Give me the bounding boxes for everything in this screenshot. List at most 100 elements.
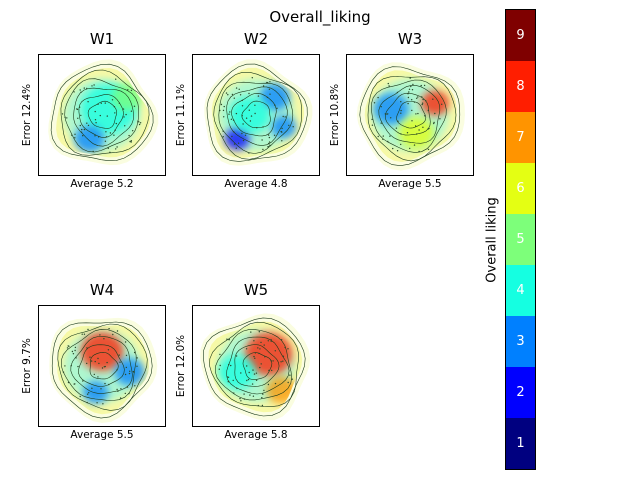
sample-point — [249, 394, 251, 396]
contour-line — [226, 86, 288, 146]
sample-point — [87, 124, 90, 127]
panel-w4: W4 Average 5.5 Error 9.7% — [21, 281, 166, 446]
sample-point — [124, 125, 126, 127]
liking-region — [218, 354, 256, 390]
sample-point — [282, 115, 284, 118]
sample-point — [228, 339, 230, 341]
sample-point — [75, 357, 77, 359]
sample-point — [232, 119, 235, 121]
sample-point — [86, 401, 88, 404]
sample-point — [138, 123, 141, 126]
contour-line — [359, 66, 461, 167]
sample-point — [250, 331, 252, 333]
sample-point — [441, 103, 443, 105]
sample-point — [239, 94, 242, 96]
contour-line — [231, 92, 277, 137]
sample-point — [233, 97, 235, 99]
sample-point — [232, 131, 235, 133]
sample-point — [136, 365, 138, 367]
sample-point — [390, 117, 392, 119]
sample-point — [411, 99, 413, 101]
sample-point — [222, 109, 225, 112]
sample-point — [270, 340, 272, 342]
sample-point — [413, 101, 416, 103]
sample-point — [254, 112, 256, 115]
sample-point — [422, 98, 424, 101]
colorbar-tick-label: 7 — [516, 130, 525, 145]
sample-point — [400, 143, 402, 146]
sample-point — [268, 136, 271, 139]
sample-point — [130, 140, 132, 142]
sample-point — [267, 134, 270, 136]
sample-point — [130, 89, 133, 92]
sample-point — [230, 364, 232, 367]
sample-point — [420, 84, 422, 87]
sample-point — [233, 143, 236, 145]
contour-line — [370, 79, 447, 153]
panel-w1: W1 Average 5.2 Error 12.4% — [21, 30, 166, 195]
sample-point — [102, 403, 104, 405]
sample-point — [129, 370, 131, 372]
sample-point — [415, 113, 417, 115]
sample-point — [273, 134, 276, 136]
sample-point — [258, 331, 260, 333]
sample-point — [439, 118, 441, 120]
sample-point — [119, 397, 122, 399]
sample-point — [95, 122, 97, 124]
sample-point — [74, 346, 77, 349]
sample-point — [406, 132, 409, 134]
sample-point — [407, 93, 409, 95]
sample-point — [108, 383, 110, 386]
sample-point — [132, 370, 135, 373]
sample-point — [250, 115, 253, 117]
sample-point — [432, 98, 434, 100]
colorbar-level-6: 6 — [506, 163, 535, 214]
sample-point — [246, 379, 248, 382]
sample-point — [241, 99, 243, 102]
sample-point — [411, 120, 413, 122]
sample-point — [125, 113, 127, 116]
sample-point — [427, 109, 429, 112]
sample-point — [129, 140, 131, 143]
sample-point — [380, 122, 382, 124]
sample-point — [90, 360, 93, 362]
sample-point — [99, 114, 101, 117]
sample-point — [382, 138, 384, 140]
sample-point — [62, 371, 65, 373]
sample-point — [220, 103, 223, 106]
sample-point — [106, 115, 109, 117]
sample-point — [259, 366, 261, 369]
sample-point — [267, 340, 269, 342]
sample-point — [280, 339, 283, 341]
sample-point — [86, 347, 88, 349]
figure-title: Overall_liking — [269, 8, 371, 26]
sample-point — [126, 386, 129, 388]
sample-point — [261, 397, 263, 399]
sample-point — [240, 372, 242, 374]
contour-line — [378, 85, 441, 144]
sample-point — [274, 104, 276, 106]
sample-point — [80, 114, 82, 117]
sample-point — [241, 132, 243, 135]
sample-point — [77, 365, 79, 368]
contour-line — [78, 344, 125, 387]
sample-point — [380, 106, 382, 108]
panel-plot — [346, 54, 474, 176]
sample-point — [82, 135, 84, 137]
sample-point — [100, 102, 102, 104]
sample-point — [387, 113, 389, 115]
sample-point — [228, 113, 230, 115]
sample-point — [97, 103, 99, 105]
sample-point — [269, 93, 271, 95]
sample-point — [115, 78, 117, 80]
sample-point — [80, 131, 83, 133]
sample-point — [272, 360, 274, 362]
sample-point — [427, 128, 429, 130]
panel-title: W5 — [243, 281, 269, 299]
sample-point — [417, 112, 419, 115]
sample-point — [267, 146, 269, 148]
sample-point — [94, 110, 96, 113]
sample-point — [387, 82, 389, 85]
sample-point — [223, 116, 225, 118]
sample-point — [97, 357, 99, 360]
